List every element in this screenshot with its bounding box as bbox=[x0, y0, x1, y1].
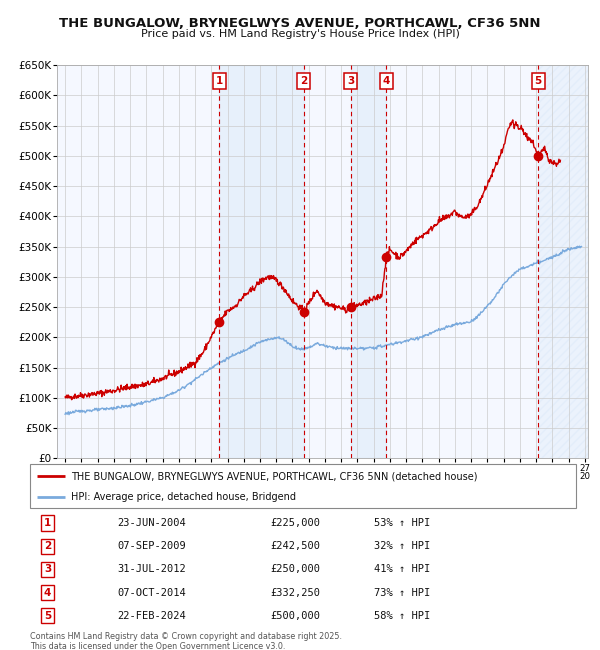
Text: 4: 4 bbox=[382, 76, 390, 86]
Text: Price paid vs. HM Land Registry's House Price Index (HPI): Price paid vs. HM Land Registry's House … bbox=[140, 29, 460, 38]
Text: 4: 4 bbox=[44, 588, 51, 597]
Text: 07-OCT-2014: 07-OCT-2014 bbox=[118, 588, 186, 597]
Text: £332,250: £332,250 bbox=[270, 588, 320, 597]
Bar bbox=[219, 65, 304, 458]
Text: 1: 1 bbox=[44, 518, 51, 528]
Text: 2: 2 bbox=[300, 76, 307, 86]
Text: 5: 5 bbox=[535, 76, 542, 86]
Text: 3: 3 bbox=[347, 76, 354, 86]
Text: 1: 1 bbox=[215, 76, 223, 86]
Text: 22-FEB-2024: 22-FEB-2024 bbox=[118, 611, 186, 621]
Text: 31-JUL-2012: 31-JUL-2012 bbox=[118, 564, 186, 575]
Text: £225,000: £225,000 bbox=[270, 518, 320, 528]
Text: 73% ↑ HPI: 73% ↑ HPI bbox=[374, 588, 430, 597]
Bar bbox=[350, 65, 386, 458]
Text: £242,500: £242,500 bbox=[270, 541, 320, 551]
Text: THE BUNGALOW, BRYNEGLWYS AVENUE, PORTHCAWL, CF36 5NN (detached house): THE BUNGALOW, BRYNEGLWYS AVENUE, PORTHCA… bbox=[71, 471, 478, 481]
Text: HPI: Average price, detached house, Bridgend: HPI: Average price, detached house, Brid… bbox=[71, 492, 296, 502]
Text: Contains HM Land Registry data © Crown copyright and database right 2025.
This d: Contains HM Land Registry data © Crown c… bbox=[30, 632, 342, 650]
Text: 2: 2 bbox=[44, 541, 51, 551]
Text: £250,000: £250,000 bbox=[270, 564, 320, 575]
FancyBboxPatch shape bbox=[30, 464, 576, 508]
Text: 32% ↑ HPI: 32% ↑ HPI bbox=[374, 541, 430, 551]
Text: 07-SEP-2009: 07-SEP-2009 bbox=[118, 541, 186, 551]
Text: 23-JUN-2004: 23-JUN-2004 bbox=[118, 518, 186, 528]
Text: THE BUNGALOW, BRYNEGLWYS AVENUE, PORTHCAWL, CF36 5NN: THE BUNGALOW, BRYNEGLWYS AVENUE, PORTHCA… bbox=[59, 17, 541, 30]
Bar bbox=[538, 65, 588, 458]
Text: 41% ↑ HPI: 41% ↑ HPI bbox=[374, 564, 430, 575]
Text: 53% ↑ HPI: 53% ↑ HPI bbox=[374, 518, 430, 528]
Text: £500,000: £500,000 bbox=[270, 611, 320, 621]
Text: 5: 5 bbox=[44, 611, 51, 621]
Text: 3: 3 bbox=[44, 564, 51, 575]
Text: 58% ↑ HPI: 58% ↑ HPI bbox=[374, 611, 430, 621]
